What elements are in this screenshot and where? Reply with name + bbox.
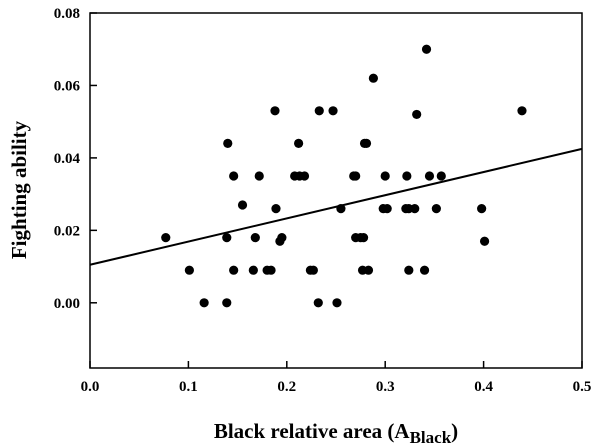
data-point: [363, 265, 374, 275]
data-point: [184, 265, 194, 275]
data-point: [421, 44, 432, 54]
data-point: [351, 171, 361, 181]
data-point: [517, 106, 527, 116]
plot-frame: [89, 12, 583, 369]
data-point: [380, 171, 390, 181]
data-point: [223, 138, 233, 149]
data-point: [477, 204, 487, 214]
x-tick-label: 0.5: [573, 379, 592, 395]
data-point: [436, 171, 446, 181]
data-point: [248, 265, 258, 275]
y-tick-label: 0.00: [54, 296, 80, 312]
data-point: [368, 73, 378, 83]
regression-line: [89, 147, 583, 266]
data-point: [424, 171, 435, 181]
x-tick-label: 0.4: [474, 379, 493, 395]
x-axis-title-close: ): [451, 419, 458, 443]
y-tick-label: 0.08: [54, 6, 80, 22]
data-point: [361, 138, 372, 149]
data-point: [266, 265, 276, 275]
x-tick-label: 0.2: [277, 379, 296, 395]
data-point: [222, 232, 232, 243]
data-point: [313, 298, 323, 308]
x-tick-label: 0.0: [81, 379, 100, 395]
data-point: [294, 138, 304, 149]
x-axis-title-main: Black relative area (A: [214, 419, 411, 443]
y-axis-title: Fighting ability: [7, 120, 31, 259]
data-point: [229, 265, 239, 275]
axis-tick-labels: 0.0 0.1 0.2 0.3 0.4 0.5 0.00 0.02 0.04 0.06 0.08: [54, 6, 592, 395]
data-point: [328, 106, 338, 116]
data-point: [431, 204, 441, 214]
data-point: [410, 204, 420, 214]
x-tick-label: 0.1: [179, 379, 198, 395]
x-axis-title: Black relative area (ABlack): [214, 419, 458, 446]
data-point: [277, 232, 287, 243]
data-point: [479, 236, 490, 246]
data-point: [358, 232, 369, 243]
data-point: [314, 106, 324, 116]
data-point: [299, 171, 310, 181]
data-point: [199, 298, 209, 308]
data-point: [336, 204, 346, 214]
data-point: [161, 232, 171, 243]
y-tick-label: 0.04: [54, 151, 81, 167]
data-point: [402, 171, 412, 181]
data-point: [404, 265, 414, 275]
data-point: [271, 204, 281, 214]
data-point: [412, 109, 422, 120]
y-tick-label: 0.02: [54, 223, 80, 239]
data-point: [382, 204, 392, 214]
x-axis-title-subscript: Black: [410, 428, 452, 446]
x-tick-label: 0.3: [376, 379, 395, 395]
axis-ticks: [89, 12, 583, 368]
data-point: [332, 298, 342, 308]
data-point: [250, 232, 260, 243]
data-point: [270, 106, 280, 116]
data-point: [222, 298, 232, 308]
data-point: [229, 171, 239, 181]
data-point: [419, 265, 430, 275]
data-point: [308, 265, 318, 275]
data-points: [161, 44, 527, 308]
y-tick-label: 0.06: [54, 78, 81, 94]
data-point: [237, 200, 248, 210]
data-point: [254, 171, 264, 181]
